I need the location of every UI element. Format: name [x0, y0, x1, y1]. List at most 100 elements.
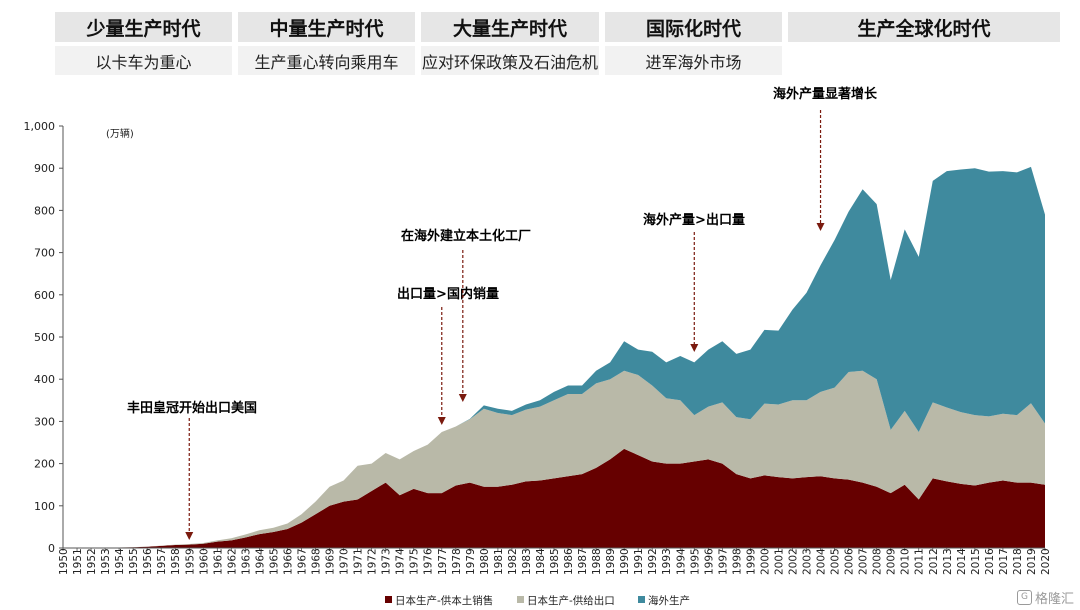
y-tick-label: 200 — [34, 458, 55, 471]
legend-label-2: 日本生产-供给出口 — [527, 594, 615, 607]
legend-swatch-2 — [517, 596, 524, 603]
x-tick-label: 1997 — [717, 548, 729, 575]
x-tick-label: 1956 — [142, 548, 154, 575]
x-tick-label: 1964 — [254, 548, 266, 575]
x-tick-label: 2001 — [773, 548, 785, 575]
y-tick-label: 300 — [34, 415, 55, 428]
watermark: G 格隆汇 — [1016, 588, 1074, 607]
annotation-arrowhead-3 — [458, 394, 467, 402]
watermark-text: 格隆汇 — [1034, 592, 1074, 607]
annotation-label-5: 海外产量显著增长 — [773, 86, 878, 102]
x-tick-label: 1994 — [675, 548, 687, 575]
x-tick-label: 2013 — [942, 548, 954, 575]
y-tick-label: 500 — [34, 331, 55, 344]
x-tick-label: 2014 — [956, 548, 968, 575]
x-tick-label: 1992 — [647, 548, 659, 575]
y-tick-label: 700 — [34, 247, 55, 260]
era-subtitle-2: 生产重心转向乘用车 — [238, 46, 415, 75]
x-tick-label: 1958 — [170, 548, 182, 575]
x-tick-label: 1966 — [282, 548, 294, 575]
x-tick-label: 2019 — [1026, 548, 1038, 575]
x-tick-label: 2008 — [872, 548, 884, 575]
x-tick-label: 1983 — [521, 548, 533, 575]
era-subtitle-3: 应对环保政策及石油危机 — [421, 46, 599, 75]
series-area-3 — [63, 166, 1045, 548]
x-tick-label: 2005 — [830, 548, 842, 575]
x-tick-label: 2009 — [886, 548, 898, 575]
x-tick-label: 1987 — [577, 548, 589, 575]
x-tick-label: 1995 — [689, 548, 701, 575]
legend-label-3: 海外生产 — [648, 594, 690, 607]
x-tick-label: 1960 — [198, 548, 210, 575]
x-tick-label: 1978 — [451, 548, 463, 575]
x-tick-label: 1967 — [296, 548, 308, 575]
annotation-arrowhead-4 — [690, 344, 699, 352]
x-tick-label: 1970 — [339, 548, 351, 575]
x-tick-label: 1972 — [367, 548, 379, 575]
x-tick-label: 1965 — [268, 548, 280, 575]
x-tick-label: 1985 — [549, 548, 561, 575]
x-tick-label: 2002 — [787, 548, 799, 575]
x-tick-label: 1981 — [493, 548, 505, 575]
x-tick-label: 1961 — [212, 548, 224, 575]
x-tick-label: 2016 — [984, 548, 996, 575]
x-tick-label: 1986 — [563, 548, 575, 575]
x-tick-label: 1959 — [184, 548, 196, 575]
x-tick-label: 1954 — [114, 548, 126, 575]
x-tick-label: 1988 — [591, 548, 603, 575]
series-area-1 — [63, 448, 1045, 548]
x-tick-label: 1962 — [226, 548, 238, 575]
unit-label: (万辆) — [106, 127, 134, 140]
y-tick-label: 900 — [34, 162, 55, 175]
annotation-arrowhead-5 — [816, 223, 825, 231]
x-tick-label: 1971 — [353, 548, 365, 575]
x-tick-label: 1989 — [605, 548, 617, 575]
legend-swatch-1 — [385, 596, 392, 603]
x-tick-label: 1955 — [128, 548, 140, 575]
x-tick-label: 1953 — [100, 548, 112, 575]
x-tick-label: 1996 — [703, 548, 715, 575]
x-tick-label: 1984 — [535, 548, 547, 575]
y-tick-label: 100 — [34, 500, 55, 513]
x-tick-label: 1963 — [240, 548, 252, 575]
x-tick-label: 2020 — [1040, 548, 1052, 575]
era-subtitle-1: 以卡车为重心 — [55, 46, 232, 75]
x-tick-label: 1993 — [661, 548, 673, 575]
x-tick-label: 2006 — [844, 548, 856, 575]
watermark-icon: G — [1016, 590, 1032, 605]
annotation-label-4: 海外产量>出口量 — [643, 212, 745, 228]
x-tick-label: 1999 — [745, 548, 757, 575]
x-tick-label: 1979 — [465, 548, 477, 575]
x-tick-label: 2017 — [998, 548, 1010, 575]
x-tick-label: 1974 — [395, 548, 407, 575]
x-tick-label: 1998 — [731, 548, 743, 575]
annotation-label-3: 在海外建立本土化工厂 — [401, 228, 531, 244]
x-tick-label: 1973 — [381, 548, 393, 575]
annotation-arrowhead-1 — [185, 532, 194, 540]
y-tick-label: 800 — [34, 204, 55, 217]
y-tick-label: 0 — [48, 542, 55, 555]
x-tick-label: 1951 — [72, 548, 84, 575]
x-tick-label: 1976 — [423, 548, 435, 575]
era-header-3: 大量生产时代 — [421, 12, 599, 42]
era-header-1: 少量生产时代 — [55, 12, 232, 42]
x-tick-label: 1969 — [325, 548, 337, 575]
x-tick-label: 1991 — [633, 548, 645, 575]
x-tick-label: 1990 — [619, 548, 631, 575]
x-tick-label: 1980 — [479, 548, 491, 575]
x-tick-label: 1957 — [156, 548, 168, 575]
x-tick-label: 2007 — [858, 548, 870, 575]
era-subtitle-4: 进军海外市场 — [605, 46, 782, 75]
x-tick-label: 2003 — [802, 548, 814, 575]
x-tick-label: 1950 — [58, 548, 70, 575]
x-tick-label: 2000 — [759, 548, 771, 575]
era-header-5: 生产全球化时代 — [788, 12, 1060, 42]
x-tick-label: 2011 — [914, 548, 926, 575]
series-area-2 — [63, 370, 1045, 548]
y-tick-label: 400 — [34, 373, 55, 386]
era-header-2: 中量生产时代 — [238, 12, 415, 42]
annotation-arrowhead-2 — [437, 417, 446, 425]
x-tick-label: 1975 — [409, 548, 421, 575]
x-tick-label: 2018 — [1012, 548, 1024, 575]
